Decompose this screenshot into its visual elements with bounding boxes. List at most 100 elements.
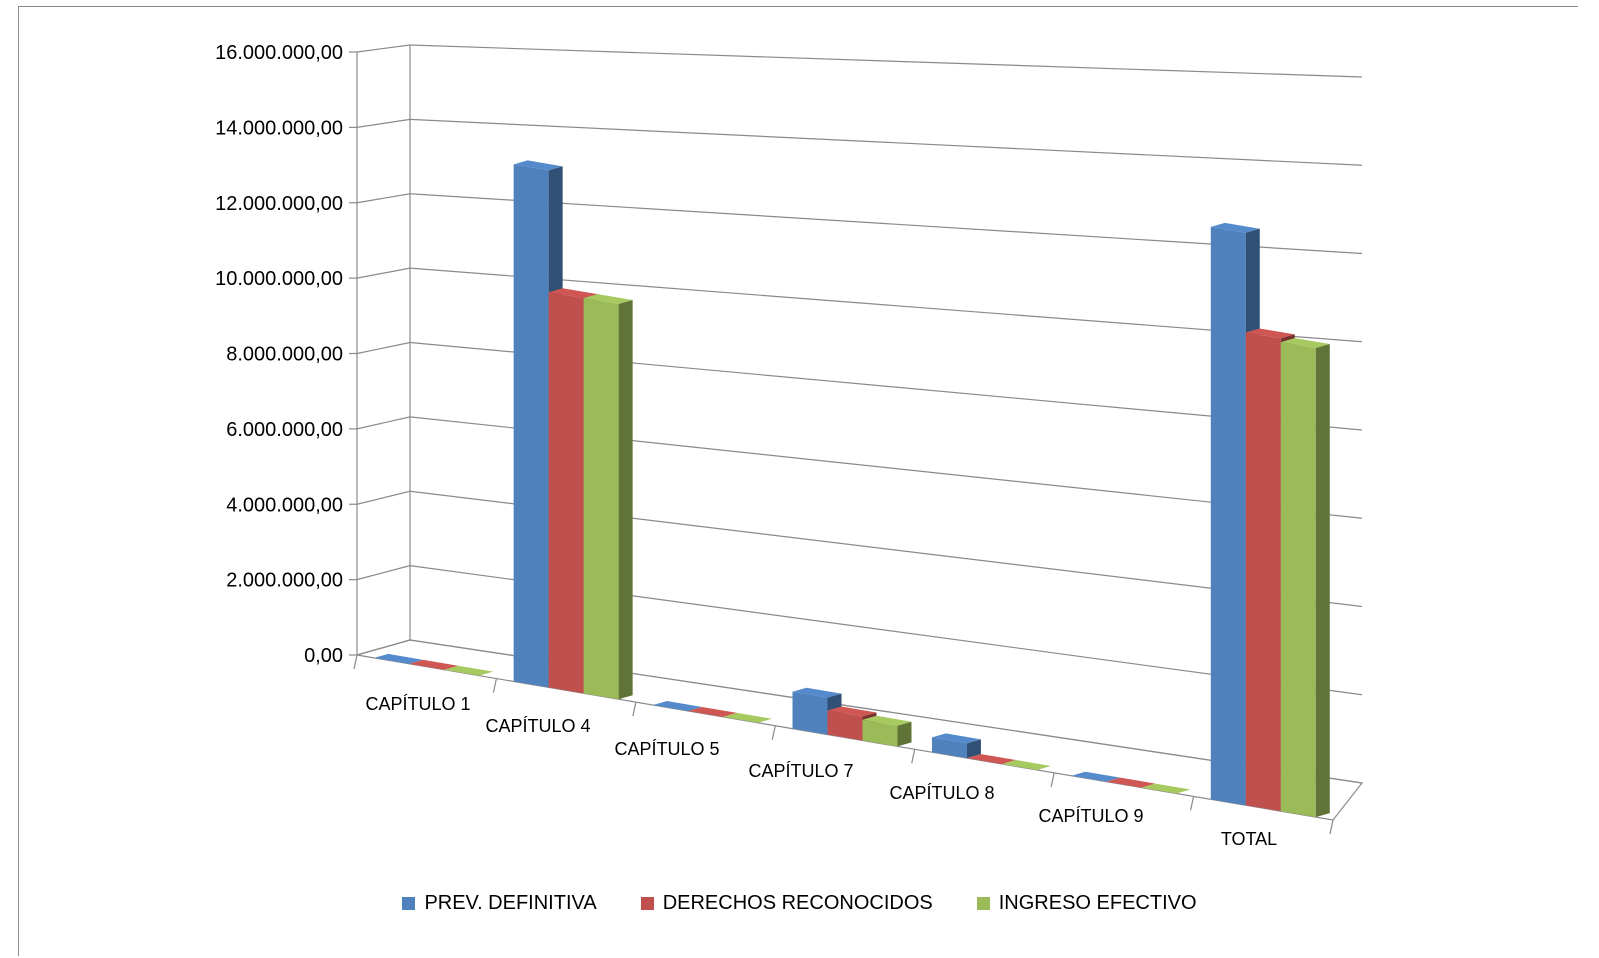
bar-top (583, 294, 633, 305)
bar-front (1245, 332, 1281, 812)
x-tick-mark (1050, 772, 1055, 787)
y-tick-label: 6.000.000,00 (226, 419, 343, 441)
bar-front (931, 737, 967, 759)
bar (931, 733, 981, 759)
x-tick-label: CAPÍTULO 9 (1038, 806, 1143, 826)
bar-top (723, 712, 773, 723)
bar-front (1210, 226, 1246, 806)
back-gridline (409, 118, 1363, 166)
bar (444, 665, 494, 676)
bar-side (618, 300, 633, 700)
x-tick-mark (353, 654, 358, 670)
bar (583, 294, 633, 700)
legend-label: INGRESO EFECTIVO (998, 892, 1197, 914)
side-gridline (356, 416, 411, 430)
chart-frame (18, 6, 1578, 956)
legend-swatch (402, 897, 416, 910)
bar-top (827, 706, 877, 717)
bar-front (827, 710, 863, 741)
bar-front (583, 298, 619, 700)
bar-top (1001, 760, 1051, 770)
bar (688, 706, 738, 717)
bar-side (966, 739, 981, 759)
y-tick-label: 12.000.000,00 (215, 193, 343, 215)
bar-front (513, 164, 549, 688)
y-tick-label: 14.000.000,00 (215, 117, 343, 139)
y-tick-label: 10.000.000,00 (215, 268, 343, 290)
bar-front (548, 292, 584, 694)
bar-front (862, 719, 898, 747)
y-tick-label: 2.000.000,00 (226, 570, 343, 592)
legend-label: DERECHOS RECONOCIDOS (662, 892, 933, 914)
bar-side (897, 721, 912, 747)
back-gridline (409, 193, 1363, 255)
bar-top (653, 701, 703, 711)
side-gridline (356, 193, 411, 204)
y-tick-label: 8.000.000,00 (226, 344, 343, 366)
back-gridline (409, 44, 1363, 78)
bar-top (444, 665, 494, 676)
y-tick-label: 4.000.000,00 (226, 494, 343, 516)
back-gridline (409, 267, 1363, 343)
bar (862, 715, 912, 747)
legend: PREV. DEFINITIVA DERECHOS RECONOCIDOS INGR… (0, 892, 1599, 915)
side-gridline (356, 267, 411, 279)
y-axis: 0,00 2.000.000,00 4.000.000,00 6.000.000,00… (215, 42, 358, 667)
bar-top (1245, 328, 1295, 339)
legend-item: DERECHOS RECONOCIDOS (640, 892, 933, 915)
bar (653, 701, 703, 711)
side-gridline (356, 118, 411, 128)
x-tick-mark (1189, 796, 1195, 811)
y-tick-label: 0,00 (304, 645, 343, 667)
x-axis: CAPÍTULO 1 CAPÍTULO 4 CAPÍTULO 5 CAPÍTULO 7… (353, 654, 1334, 849)
legend-item: PREV. DEFINITIVA (402, 892, 597, 915)
bar-top (1280, 338, 1330, 349)
bar-front (792, 691, 828, 735)
legend-swatch (976, 897, 990, 910)
floor-outline (356, 639, 1364, 821)
legend-label: PREV. DEFINITIVA (424, 892, 597, 914)
x-tick-label: CAPÍTULO 4 (485, 716, 590, 736)
bar-side (1315, 344, 1330, 818)
bar-top (513, 160, 563, 171)
legend-swatch (640, 897, 654, 910)
bar-top (792, 687, 842, 698)
side-gridline (356, 44, 411, 53)
bar (1071, 771, 1121, 782)
bar-front (1280, 342, 1316, 818)
side-gridline (356, 341, 411, 355)
bar-top (548, 288, 598, 299)
bar (723, 712, 773, 723)
bar-top (931, 733, 981, 744)
bar (1106, 777, 1156, 788)
side-gridline (356, 490, 411, 505)
bar-top (1071, 771, 1121, 782)
bar-top (1106, 777, 1156, 788)
x-tick-mark (911, 749, 916, 764)
x-tick-mark (771, 725, 776, 740)
bar-top (374, 653, 424, 664)
y-tick-label: 16.000.000,00 (215, 42, 343, 64)
gridlines (356, 44, 1364, 821)
bar (1280, 338, 1330, 818)
x-tick-label: CAPÍTULO 5 (614, 739, 719, 759)
bar (1141, 783, 1191, 794)
bar (966, 754, 1016, 765)
x-tick-label: CAPÍTULO 1 (365, 694, 470, 714)
bar-top (1210, 222, 1260, 233)
bar-top (862, 715, 912, 726)
x-tick-mark (492, 678, 498, 693)
bar-top (1141, 783, 1191, 794)
x-tick-label: CAPÍTULO 7 (748, 761, 853, 781)
bar (374, 653, 424, 664)
bar (409, 659, 459, 670)
bar (1001, 760, 1051, 770)
x-tick-mark (632, 702, 637, 717)
x-tick-label: CAPÍTULO 8 (889, 783, 994, 803)
legend-item: INGRESO EFECTIVO (976, 892, 1197, 915)
bar-top (966, 754, 1016, 765)
bars (374, 160, 1330, 818)
side-gridline (356, 565, 411, 581)
bar-top (409, 659, 459, 670)
